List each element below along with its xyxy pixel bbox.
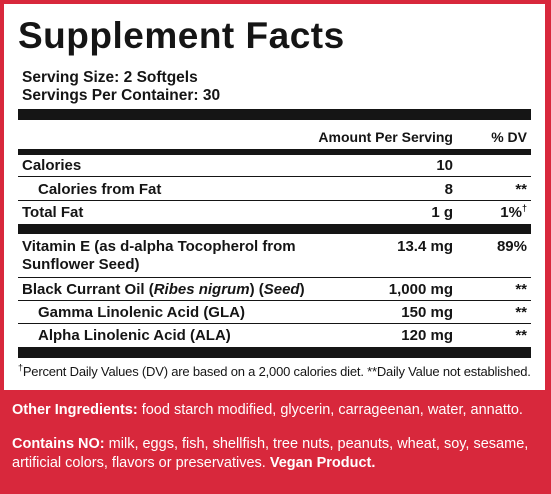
amount-header: Amount Per Serving <box>318 129 453 145</box>
divider <box>18 149 531 155</box>
supplement-facts-panel: Supplement Facts Serving Size: 2 Softgel… <box>4 4 545 390</box>
panel-title: Supplement Facts <box>18 15 345 56</box>
divider <box>18 176 531 177</box>
divider <box>18 277 531 278</box>
divider <box>18 323 531 324</box>
divider-bar <box>18 224 531 234</box>
other-ingredients: Other Ingredients: food starch modified,… <box>12 402 523 418</box>
contains-no: Contains NO: milk, eggs, fish, shellfish… <box>12 436 529 471</box>
footnote: †Percent Daily Values (DV) are based on … <box>18 362 531 379</box>
divider <box>18 200 531 201</box>
dv-header: % DV <box>491 129 527 145</box>
header-bar <box>18 109 531 120</box>
divider <box>18 300 531 301</box>
bottom-bar <box>18 347 531 358</box>
servings-per-container: Servings Per Container: 30 <box>22 87 221 104</box>
serving-size: Serving Size: 2 Softgels <box>22 69 198 86</box>
